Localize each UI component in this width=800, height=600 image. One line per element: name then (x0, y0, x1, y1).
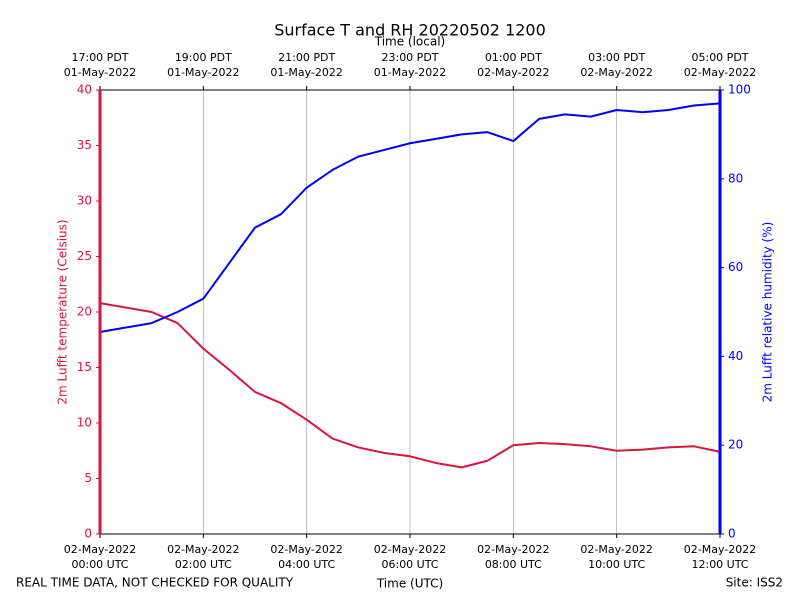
y-tick-label: 40 (77, 83, 92, 97)
x-tick-label: 02-May-2022 08:00 UTC (477, 543, 549, 571)
y-tick-label: 0 (84, 527, 92, 541)
y-tick-label: 25 (77, 249, 92, 263)
x2-tick-label: 21:00 PDT 01-May-2022 (270, 51, 342, 79)
footer-site: Site: ISS2 (726, 576, 783, 590)
x-tick-label: 02-May-2022 10:00 UTC (580, 543, 652, 571)
chart-title: Surface T and RH 20220502 1200 (274, 21, 546, 40)
x-tick-label: 02-May-2022 00:00 UTC (64, 543, 136, 571)
y2-tick-label: 60 (728, 260, 743, 274)
y2-tick-label: 0 (728, 527, 736, 541)
y-tick-label: 30 (77, 194, 92, 208)
x2-tick-label: 01:00 PDT 02-May-2022 (477, 51, 549, 79)
data-line (99, 102, 721, 333)
x-tick-label: 02-May-2022 12:00 UTC (684, 543, 756, 571)
x2-tick-label: 05:00 PDT 02-May-2022 (684, 51, 756, 79)
x-tick-label: 02-May-2022 06:00 UTC (374, 543, 446, 571)
x2-tick-label: 03:00 PDT 02-May-2022 (580, 51, 652, 79)
y2-axis-label: 2m Lufft relative humidity (%) (761, 222, 775, 403)
y2-tick-label: 80 (728, 171, 743, 185)
y-tick-label: 5 (84, 471, 92, 485)
y2-tick-label: 20 (728, 438, 743, 452)
x-tick-label: 02-May-2022 02:00 UTC (167, 543, 239, 571)
x-axis-label: Time (UTC) (376, 577, 443, 591)
x2-axis-label: Time (local) (374, 35, 446, 49)
x-tick-label: 02-May-2022 04:00 UTC (270, 543, 342, 571)
y-tick-label: 10 (77, 416, 92, 430)
y-tick-label: 20 (77, 305, 92, 319)
x2-tick-label: 23:00 PDT 01-May-2022 (374, 51, 446, 79)
footer-note: REAL TIME DATA, NOT CHECKED FOR QUALITY (16, 576, 294, 590)
x2-tick-label: 19:00 PDT 01-May-2022 (167, 51, 239, 79)
x2-tick-label: 17:00 PDT 01-May-2022 (64, 51, 136, 79)
y-tick-label: 15 (77, 360, 92, 374)
data-line (99, 302, 721, 469)
y-axis-label: 2m Lufft temperature (Celsius) (56, 219, 70, 404)
y2-tick-label: 40 (728, 349, 743, 363)
y-tick-label: 35 (77, 138, 92, 152)
y2-tick-label: 100 (728, 83, 751, 97)
